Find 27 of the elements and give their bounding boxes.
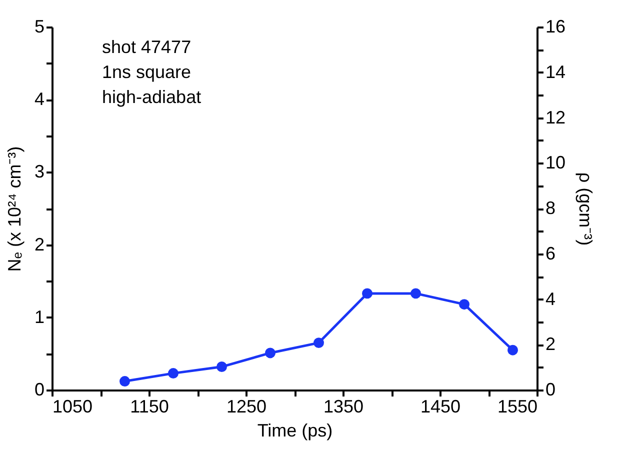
- x-tick-label: 1250: [226, 396, 267, 416]
- y2-tick-label: 0: [546, 380, 556, 400]
- y2-tick-label: 12: [546, 107, 566, 128]
- x-tick-label: 1150: [130, 396, 169, 416]
- y2-axis-title: ρ (gcm⁻³): [576, 172, 596, 246]
- x-tick-label: 1550: [497, 396, 538, 416]
- annotation: shot 47477: [102, 37, 192, 57]
- y2-tick-label: 2: [546, 334, 556, 354]
- y2-tick-label: 14: [546, 62, 566, 82]
- y2-tick-label: 16: [546, 16, 566, 36]
- y-tick-label: 4: [34, 89, 44, 110]
- x-tick-label: 1050: [52, 396, 93, 416]
- y2-tick-label: 4: [546, 288, 556, 309]
- y-tick-label: 3: [34, 162, 44, 182]
- annotation: 1ns square: [102, 62, 192, 82]
- y2-tick-label: 6: [546, 243, 556, 264]
- y-tick-label: 2: [34, 234, 44, 254]
- annotation: high-adiabat: [102, 87, 202, 107]
- y-axis-title: Nₑ (x 10²⁴ cm⁻³): [4, 146, 24, 272]
- x-tick-label: 1350: [323, 396, 364, 416]
- x-axis-title: Time (ps): [257, 420, 333, 440]
- y-tick-label: 5: [34, 16, 44, 36]
- x-tick-label: 1450: [420, 396, 461, 416]
- y2-tick-label: 10: [546, 152, 566, 173]
- y2-tick-label: 8: [546, 198, 556, 218]
- y-tick-label: 1: [34, 306, 44, 327]
- y-tick-label: 0: [34, 380, 44, 400]
